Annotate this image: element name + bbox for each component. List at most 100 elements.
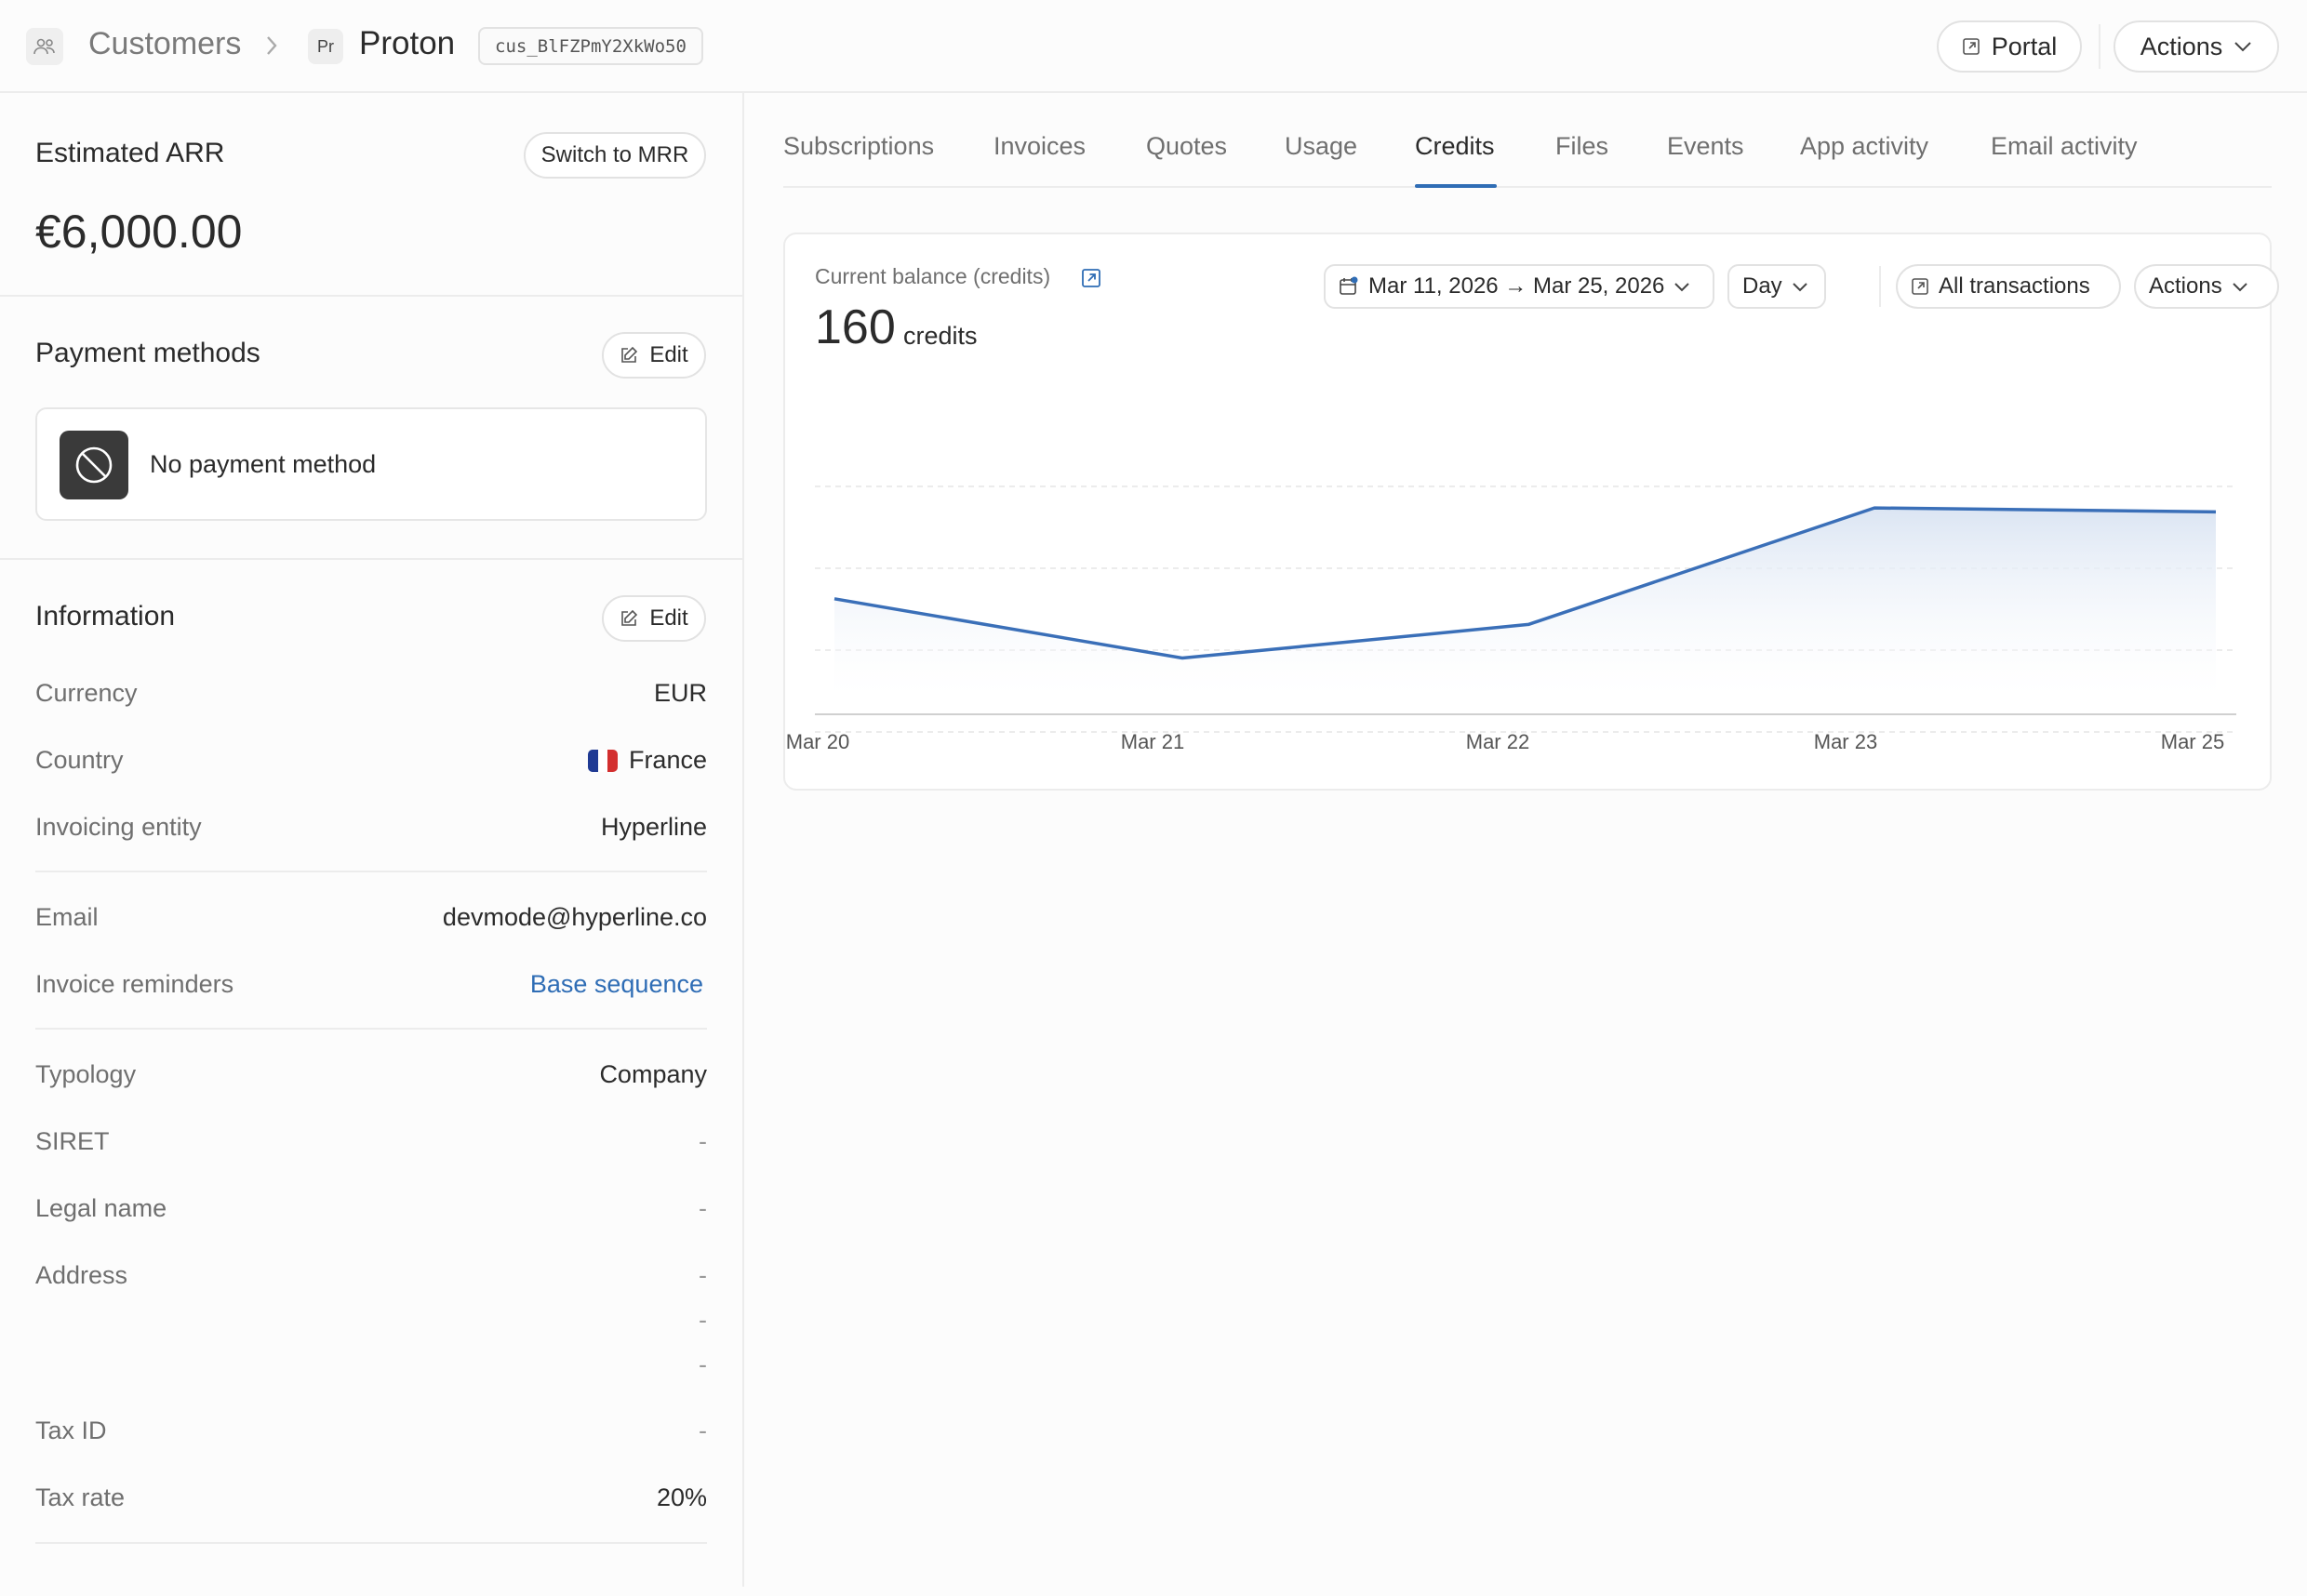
page-title: Proton (359, 25, 456, 61)
switch-to-mrr-button[interactable]: Switch to MRR (524, 132, 706, 179)
divider (35, 871, 707, 872)
payment-method-card: No payment method (35, 407, 707, 521)
top-bar: Customers Pr Proton cus_BlFZPmY2XkWo50 P… (0, 0, 2307, 93)
chevron-down-icon (1792, 282, 1807, 291)
info-value: Hyperline (600, 813, 707, 841)
address-line-3: - (699, 1350, 707, 1378)
info-label: Tax rate (35, 1483, 126, 1511)
info-label: Typology (35, 1060, 137, 1088)
balance-area (834, 508, 2216, 698)
info-row-email: Email devmode@hyperline.co (35, 903, 707, 937)
info-row-country: Country France (35, 746, 707, 779)
credits-actions-button[interactable]: Actions (2134, 264, 2279, 309)
arr-title: Estimated ARR (35, 138, 225, 168)
tab-app-activity[interactable]: App activity (1800, 132, 1929, 160)
breadcrumb-customers[interactable]: Customers (88, 26, 242, 61)
edit-payment-button[interactable]: Edit (602, 332, 706, 379)
date-range-picker[interactable]: Mar 11, 2026 → Mar 25, 2026 (1324, 264, 1714, 309)
credits-card: Current balance (credits) 160 credits Ma… (783, 233, 2279, 791)
balance-unit: credits (903, 322, 978, 350)
balance-label: Current balance (credits) (815, 264, 1051, 288)
x-tick-label: Mar 21 (1121, 730, 1184, 753)
info-value: 20% (656, 1483, 707, 1511)
granularity-text: Day (1742, 273, 1782, 299)
info-row-currency: Currency EUR (35, 679, 707, 712)
info-label: SIRET (35, 1127, 110, 1155)
edit-label: Edit (649, 605, 688, 631)
divider (35, 1542, 707, 1544)
info-row-typology: Typology Company (35, 1060, 707, 1094)
no-payment-icon (60, 431, 128, 499)
chevron-down-icon (2232, 282, 2247, 291)
chevron-down-icon (2234, 42, 2251, 52)
chevron-right-icon (267, 36, 277, 55)
credits-balance-chart: Mar 20 Mar 21 Mar 22 Mar 23 Mar 25 (786, 485, 2236, 753)
info-row-siret: SIRET - (35, 1127, 707, 1161)
address-line-1: - (699, 1261, 707, 1289)
info-label: Invoicing entity (35, 813, 202, 841)
divider (2099, 24, 2100, 69)
info-label: Tax ID (35, 1416, 107, 1444)
external-link-icon[interactable] (1081, 268, 1101, 288)
arr-value: €6,000.00 (35, 206, 243, 258)
tab-bar: Subscriptions Invoices Quotes Usage Cred… (783, 93, 2272, 188)
calendar-icon (1340, 276, 1358, 295)
balance-value: 160 (815, 300, 896, 354)
tab-usage[interactable]: Usage (1285, 132, 1358, 160)
edit-information-button[interactable]: Edit (602, 595, 706, 642)
all-transactions-button[interactable]: All transactions (1896, 264, 2121, 309)
actions-label: Actions (2140, 32, 2223, 60)
tab-invoices[interactable]: Invoices (993, 132, 1087, 160)
info-label: Legal name (35, 1194, 167, 1222)
edit-label: Edit (649, 342, 688, 367)
credits-actions-label: Actions (2149, 273, 2222, 299)
edit-icon (621, 609, 638, 626)
portal-button[interactable]: Portal (1937, 20, 2082, 73)
address-line-2: - (699, 1306, 707, 1334)
granularity-select[interactable]: Day (1727, 264, 1826, 309)
tab-email-activity[interactable]: Email activity (1991, 132, 2138, 160)
tab-subscriptions[interactable]: Subscriptions (783, 132, 935, 160)
info-row-address: Address - - - (35, 1261, 707, 1378)
info-value: EUR (653, 679, 707, 707)
customers-icon[interactable] (26, 28, 63, 65)
chevron-down-icon (1674, 282, 1690, 291)
info-label: Email (35, 903, 99, 931)
divider (1879, 266, 1881, 307)
all-transactions-label: All transactions (1939, 273, 2090, 299)
balance-line (833, 506, 2217, 660)
info-row-invoice-reminders: Invoice reminders Base sequence (35, 970, 707, 1004)
tab-files[interactable]: Files (1555, 132, 1609, 160)
tab-quotes[interactable]: Quotes (1146, 132, 1228, 160)
main-content: Subscriptions Invoices Quotes Usage Cred… (746, 93, 2307, 1587)
customer-sidebar: Estimated ARR Switch to MRR €6,000.00 Pa… (0, 93, 744, 1587)
divider (0, 558, 744, 560)
info-value: Company (599, 1060, 707, 1088)
active-tab-indicator (1415, 184, 1497, 188)
info-row-invoicing-entity: Invoicing entity Hyperline (35, 813, 707, 846)
edit-icon (621, 346, 638, 363)
portal-label: Portal (1991, 32, 2058, 60)
x-tick-label: Mar 23 (1814, 730, 1877, 753)
external-link-icon (1962, 38, 1980, 55)
base-sequence-link[interactable]: Base sequence (529, 970, 703, 998)
external-link-icon (1912, 278, 1928, 295)
divider (35, 1028, 707, 1030)
x-tick-label: Mar 25 (2161, 730, 2224, 753)
actions-button[interactable]: Actions (2114, 20, 2279, 73)
country-text: France (628, 746, 707, 774)
customer-avatar: Pr (308, 29, 343, 64)
tab-events[interactable]: Events (1667, 132, 1744, 160)
info-value: - (699, 1416, 707, 1444)
info-row-tax-rate: Tax rate 20% (35, 1483, 707, 1517)
info-row-legal-name: Legal name - (35, 1194, 707, 1228)
france-flag-icon (587, 749, 618, 772)
tab-credits[interactable]: Credits (1415, 132, 1495, 160)
info-label: Currency (35, 679, 138, 707)
divider (0, 295, 744, 297)
info-label: Address (35, 1261, 128, 1289)
x-tick-label: Mar 22 (1466, 730, 1529, 753)
customer-id-tag[interactable]: cus_BlFZPmY2XkWo50 (478, 27, 703, 65)
date-range-text: Mar 11, 2026 → Mar 25, 2026 (1368, 273, 1665, 299)
info-label: Invoice reminders (35, 970, 234, 998)
